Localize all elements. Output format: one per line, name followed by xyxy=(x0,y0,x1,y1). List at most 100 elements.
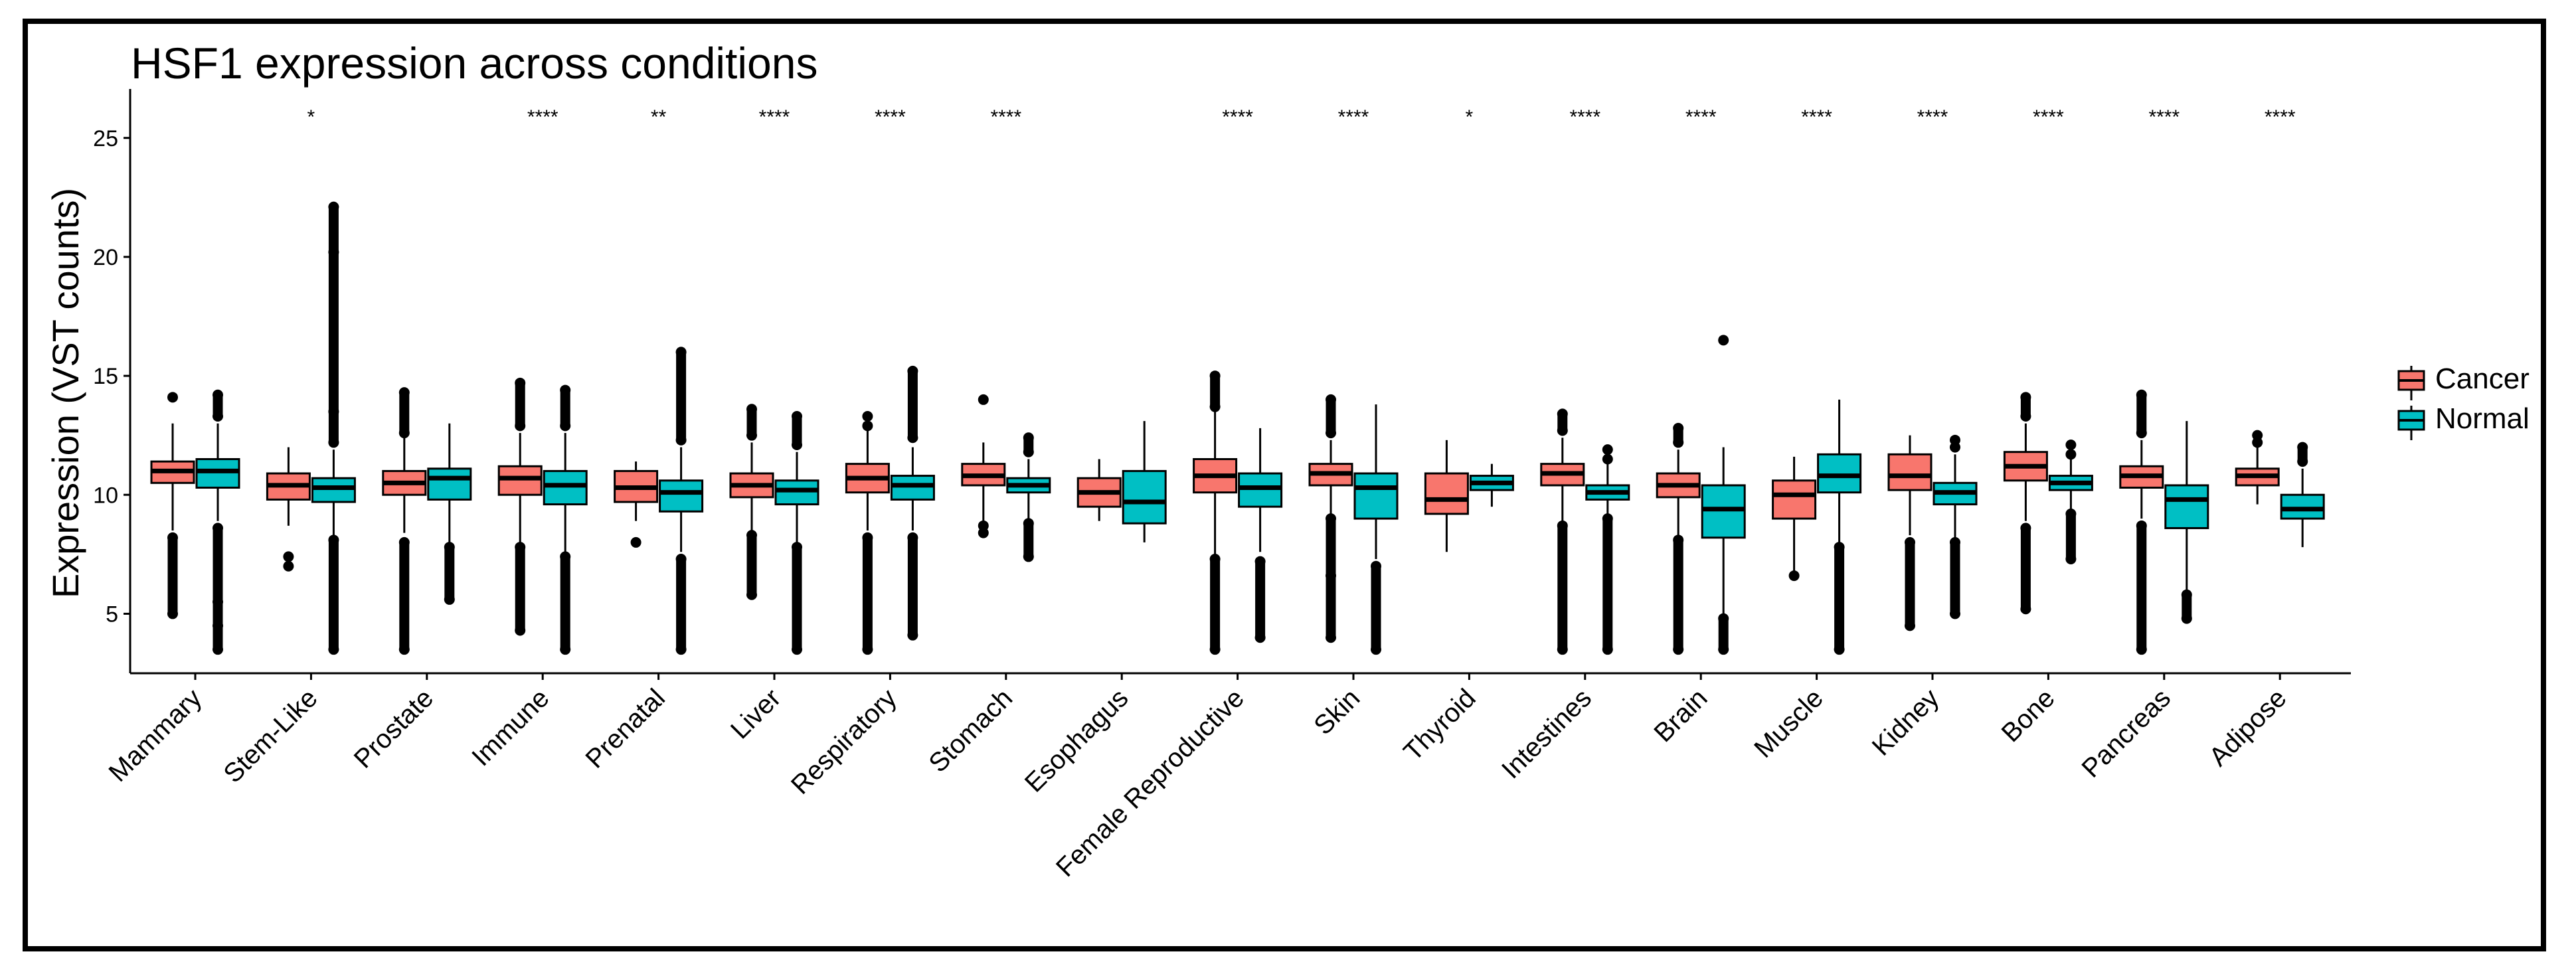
box-normal-bone xyxy=(2048,440,2093,564)
x-tick-label: Mammary xyxy=(104,683,208,787)
outlier-point xyxy=(792,440,802,450)
outlier-point xyxy=(1950,434,1960,446)
box-normal-prostate xyxy=(427,423,472,605)
outlier-point xyxy=(862,644,873,655)
outlier-point xyxy=(328,644,339,655)
outlier-point xyxy=(398,536,410,548)
box-cancer-skin xyxy=(1308,394,1353,643)
outlier-point xyxy=(792,411,802,422)
chart-title: HSF1 expression across conditions xyxy=(131,39,817,88)
outlier-point xyxy=(1673,534,1684,546)
box-body xyxy=(1353,472,1399,520)
outlier-point xyxy=(1326,570,1336,582)
outlier-point xyxy=(907,365,918,376)
outlier-point xyxy=(1905,536,1915,548)
outlier-point xyxy=(2136,520,2147,531)
outlier-point xyxy=(746,404,757,415)
outlier-point xyxy=(1788,570,1800,582)
outlier-point xyxy=(560,644,571,655)
axes: 5 10 15 20 25 xyxy=(93,89,2351,675)
boxes xyxy=(150,201,2325,655)
box-body xyxy=(427,467,472,501)
x-tick-label: Bone xyxy=(1996,683,2061,748)
outlier-point xyxy=(792,644,802,655)
box-cancer-pancreas xyxy=(2119,389,2164,655)
outlier-point xyxy=(213,523,223,534)
outlier-point xyxy=(675,434,687,446)
box-cancer-adipose xyxy=(2235,430,2280,505)
x-tick-label: Prenatal xyxy=(580,683,671,774)
box-normal-skin xyxy=(1353,404,1399,655)
figure-frame: HSF1 expression across conditions Expres… xyxy=(23,19,2546,951)
significance-label: **** xyxy=(1801,106,1832,128)
box-cancer-bone xyxy=(2003,392,2048,615)
box-normal-adipose xyxy=(2280,442,2325,548)
box-body xyxy=(774,479,819,506)
outlier-point xyxy=(1557,644,1568,655)
x-tick-label: Stem-Like xyxy=(218,683,323,788)
outlier-point xyxy=(2020,392,2031,403)
outlier-point xyxy=(1371,560,1381,572)
box-body xyxy=(1424,472,1469,515)
outlier-point xyxy=(2136,428,2147,439)
x-tick-label: Adipose xyxy=(2203,683,2292,772)
box-cancer-kidney xyxy=(1887,435,1932,631)
y-tick-label: 5 xyxy=(106,602,118,627)
outlier-point xyxy=(1557,520,1568,531)
x-tick-label: Pancreas xyxy=(2077,683,2177,783)
outlier-point xyxy=(1673,644,1684,655)
outlier-point xyxy=(746,430,757,441)
outlier-point xyxy=(2065,554,2077,564)
outlier-point xyxy=(444,594,455,605)
outlier-point xyxy=(2252,430,2263,441)
box-body xyxy=(497,465,543,496)
outlier-point xyxy=(1718,613,1729,624)
outlier-point xyxy=(1673,437,1684,448)
outlier-point xyxy=(283,551,294,562)
box-cancer-respiratory xyxy=(845,411,890,655)
box-cancer-stomach xyxy=(961,394,1006,538)
box-normal-thyroid xyxy=(1469,463,1514,507)
y-tick-label: 20 xyxy=(93,245,118,270)
outlier-point xyxy=(560,384,571,396)
x-tick-label: Kidney xyxy=(1867,683,1945,762)
box-body xyxy=(543,469,588,506)
box-normal-prenatal xyxy=(659,347,704,655)
box-cancer-brain xyxy=(1656,422,1701,655)
significance-label: **** xyxy=(527,106,558,128)
box-body xyxy=(1772,479,1817,520)
outlier-point xyxy=(1602,644,1613,655)
box-body xyxy=(1817,453,1862,494)
outlier-point xyxy=(792,542,802,553)
outlier-point xyxy=(862,411,873,422)
outlier-point xyxy=(2065,508,2077,519)
outlier-point xyxy=(283,560,294,572)
y-tick-label: 25 xyxy=(93,126,118,151)
outlier-point xyxy=(675,644,687,655)
outlier-point xyxy=(560,420,571,432)
outlier-point xyxy=(2065,449,2077,460)
x-tick-label: Muscle xyxy=(1749,683,1829,764)
outlier-point xyxy=(1209,401,1221,412)
box-cancer-stem-like xyxy=(266,447,311,572)
legend-label-normal: Normal xyxy=(2435,402,2530,435)
boxplot-chart: HSF1 expression across conditions Expres… xyxy=(44,39,2530,882)
x-tick-label: Esophagus xyxy=(1019,683,1134,798)
box-body xyxy=(1238,472,1283,508)
box-normal-respiratory xyxy=(890,365,935,641)
x-tick-label: Female Reproductive xyxy=(1051,683,1250,882)
outlier-point xyxy=(1602,513,1613,525)
legend-label-cancer: Cancer xyxy=(2435,363,2530,395)
box-normal-stem-like xyxy=(311,201,356,655)
box-normal-kidney xyxy=(1932,434,1978,619)
outlier-point xyxy=(907,432,918,444)
outlier-point xyxy=(2020,604,2031,615)
outlier-point xyxy=(167,392,178,403)
y-tick-label: 15 xyxy=(93,364,118,389)
box-normal-pancreas xyxy=(2164,421,2209,624)
box-cancer-mammary xyxy=(150,392,195,619)
outlier-point xyxy=(328,534,339,546)
box-normal-esophagus xyxy=(1122,421,1167,542)
box-normal-brain xyxy=(1701,335,1746,655)
box-normal-stomach xyxy=(1006,432,1051,562)
